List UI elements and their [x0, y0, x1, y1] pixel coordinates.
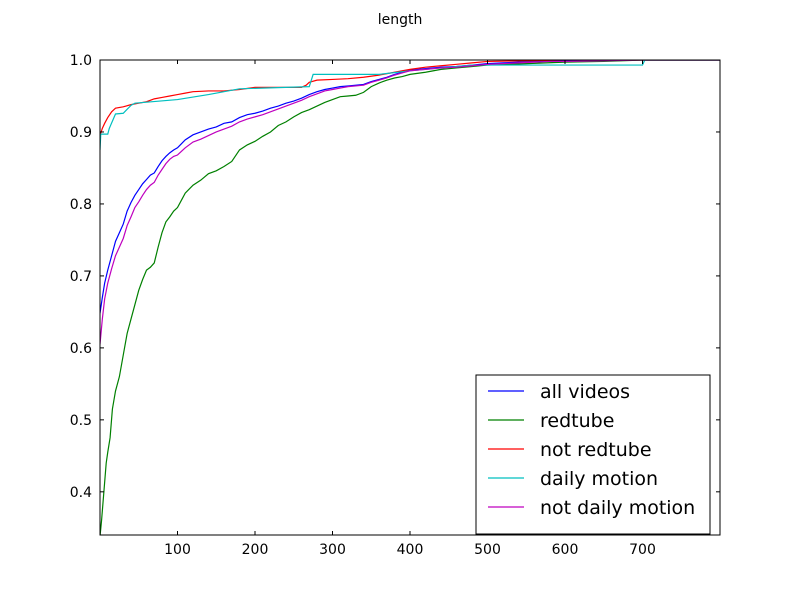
series-line-redtube: [100, 60, 720, 535]
series-line-not-daily-motion: [100, 60, 720, 345]
x-tick-label: 700: [629, 542, 656, 558]
y-tick-label: 0.8: [70, 197, 92, 213]
x-tick-label: 600: [552, 542, 579, 558]
chart-title: length: [378, 12, 423, 28]
y-tick-label: 0.4: [70, 485, 92, 501]
legend-label: all videos: [540, 381, 630, 403]
x-tick-label: 200: [242, 542, 269, 558]
legend-label: not daily motion: [540, 497, 695, 519]
y-tick-label: 0.5: [70, 413, 92, 429]
y-tick-label: 0.6: [70, 341, 92, 357]
series-line-daily-motion: [100, 60, 720, 150]
y-tick-label: 0.9: [70, 125, 92, 141]
x-tick-label: 300: [319, 542, 346, 558]
legend-label: redtube: [540, 410, 614, 432]
legend: all videos redtube not redtube daily motion…: [475, 374, 711, 535]
x-tick-label: 400: [397, 542, 424, 558]
x-tick-label: 100: [164, 542, 191, 558]
x-tick-label: 500: [474, 542, 501, 558]
y-tick-label: 0.7: [70, 269, 92, 285]
legend-label: daily motion: [540, 468, 658, 490]
axes: 100 200 300 400 500 600 700 0.4 0.5 0.6 0.7 0.8 0.9 1…: [70, 53, 721, 558]
y-tick-label: 1.0: [70, 53, 92, 69]
legend-label: not redtube: [540, 439, 652, 461]
plot-lines: [100, 60, 720, 535]
